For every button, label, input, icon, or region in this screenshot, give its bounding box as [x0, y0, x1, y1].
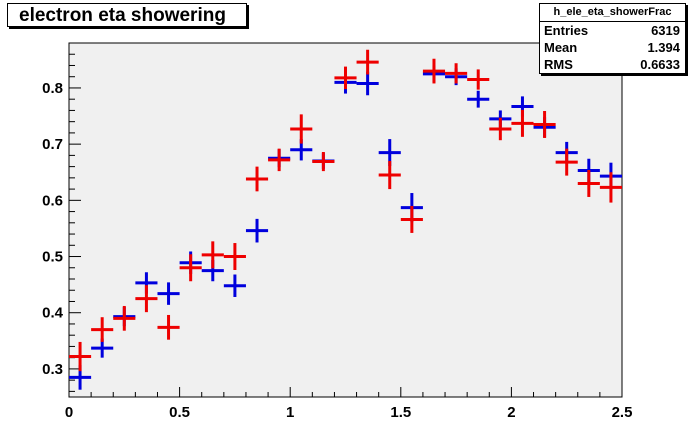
data-point: [135, 285, 158, 313]
data-point: [113, 305, 136, 331]
data-point: [400, 205, 423, 233]
stats-row-entries: Entries 6319: [540, 22, 685, 39]
data-point: [467, 90, 490, 108]
data-point: [69, 341, 92, 372]
y-tick-label: 0.5: [42, 249, 63, 266]
data-point: [245, 166, 269, 192]
stats-label: Entries: [544, 23, 589, 38]
data-point: [179, 254, 202, 282]
data-point: [290, 114, 313, 144]
data-point: [223, 243, 246, 271]
data-point: [268, 148, 291, 172]
chart-title: electron eta showering: [7, 3, 247, 27]
y-tick-label: 0.4: [42, 305, 64, 322]
y-tick-label: 0.8: [42, 80, 63, 97]
data-point: [378, 161, 401, 190]
data-point: [91, 317, 114, 342]
stats-row-mean: Mean 1.394: [540, 39, 685, 56]
x-tick-label: 1.5: [390, 404, 411, 421]
data-point: [577, 169, 600, 197]
x-tick-label: 2.5: [612, 404, 633, 421]
data-point: [223, 274, 246, 297]
data-point: [356, 71, 379, 96]
stats-value: 0.6633: [640, 57, 680, 72]
data-point: [157, 282, 180, 305]
histogram-name: h_ele_eta_showerFrac: [540, 4, 685, 22]
data-point: [422, 58, 446, 84]
plot-frame: [68, 42, 623, 398]
stats-row-rms: RMS 0.6633: [540, 56, 685, 73]
data-point: [555, 148, 578, 176]
data-point: [312, 152, 335, 172]
stats-label: Mean: [544, 40, 578, 55]
data-marks: [69, 49, 622, 390]
y-tick-label: 0.7: [42, 136, 63, 153]
statistics-box: h_ele_eta_showerFrac Entries 6319 Mean 1…: [539, 3, 686, 74]
data-point: [467, 69, 490, 90]
series-2: [69, 49, 622, 372]
x-tick-label: 1: [286, 404, 294, 421]
data-point: [511, 109, 534, 137]
data-point: [599, 172, 622, 203]
stats-value: 1.394: [647, 40, 680, 55]
x-tick-label: 0.5: [169, 404, 190, 421]
data-point: [201, 241, 224, 269]
data-point: [157, 314, 180, 340]
data-point: [356, 49, 379, 75]
data-point: [533, 110, 556, 138]
y-tick-label: 0.6: [42, 192, 63, 209]
data-point: [245, 218, 269, 243]
data-point: [489, 117, 512, 141]
x-tick-label: 2: [507, 404, 515, 421]
axes: 0 0.5 1 1.5 2 2.5 0.3 0.4 0.5 0.6 0.7 0.8: [42, 42, 633, 421]
stats-value: 6319: [651, 23, 680, 38]
data-point: [445, 63, 468, 84]
y-tick-label: 0.3: [42, 361, 63, 378]
stats-label: RMS: [544, 57, 573, 72]
data-point: [334, 66, 357, 90]
x-tick-label: 0: [65, 404, 73, 421]
